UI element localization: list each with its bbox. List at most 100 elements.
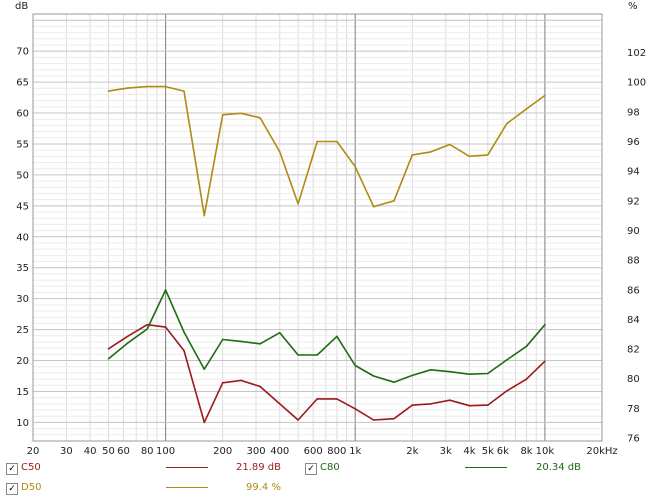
x-tick-label: 100: [156, 446, 175, 455]
chart-plot: dB % 20 30 40 50 60 80 100 200 300 400 600 800 1k 2k 3…: [15, 1, 646, 455]
y-tick-label: 20: [16, 356, 29, 367]
y-tick-label: 25: [16, 325, 29, 336]
y-tick-label: 30: [16, 294, 29, 305]
d50-data-point: [525, 108, 528, 110]
x-tick-label: 2k: [406, 446, 418, 455]
d50-checkbox[interactable]: ✓: [6, 483, 18, 495]
c80-data-point: [278, 331, 281, 334]
c50-data-point: [164, 326, 167, 328]
c80-data-point: [203, 368, 206, 371]
x-tick-label: 1k: [349, 446, 361, 455]
d50-data-point: [164, 85, 167, 88]
c80-legend-swatch: [465, 467, 507, 468]
d50-data-point: [221, 114, 224, 116]
d50-data-point: [278, 151, 281, 153]
d50-data-point: [468, 155, 471, 158]
y-axis-label: dB: [15, 1, 28, 12]
c80-data-point: [448, 370, 451, 373]
c50-legend-swatch: [166, 467, 208, 468]
d50-data-point: [126, 87, 129, 89]
c80-data-point: [354, 364, 357, 367]
c50-data-point: [126, 335, 129, 338]
c50-data-point: [259, 385, 261, 388]
c80-data-point: [164, 289, 167, 291]
d50-series-line: [108, 85, 546, 217]
c50-data-point: [240, 379, 242, 382]
c80-data-point: [336, 335, 338, 338]
d50-data-point: [107, 90, 110, 92]
y2-axis-label: %: [628, 1, 638, 12]
y2-tick-label: 96: [627, 137, 640, 148]
legend-d50: ✓ D50 99.4 %: [6, 481, 296, 499]
x-tick-label: 40: [84, 446, 97, 455]
c50-checkbox[interactable]: ✓: [6, 463, 18, 475]
x-tick-label: 8k: [520, 446, 532, 455]
c50-data-point: [297, 419, 299, 421]
y-tick-label: 35: [16, 263, 29, 274]
c80-data-point: [316, 354, 318, 356]
c50-data-point: [354, 408, 357, 410]
c80-data-point: [544, 323, 546, 326]
c80-legend-label: C80: [320, 462, 340, 473]
c80-data-point: [429, 369, 432, 371]
x-tick-label: 600: [304, 446, 323, 455]
x-tick-label: 20kHz: [586, 446, 617, 455]
y-tick-label: 70: [16, 47, 29, 58]
d50-data-point: [183, 90, 185, 92]
c80-data-point: [240, 340, 242, 343]
c80-data-point: [221, 338, 224, 341]
c50-data-point: [411, 404, 414, 406]
c50-data-point: [393, 417, 395, 420]
x-tick-label: 200: [213, 446, 232, 455]
c50-data-point: [525, 378, 528, 380]
c50-data-point: [429, 403, 432, 405]
c50-data-point: [448, 399, 451, 401]
d50-legend-swatch: [166, 487, 208, 488]
c50-data-point: [278, 403, 281, 405]
c50-data-point: [372, 419, 375, 421]
y2-tick-label: 100: [627, 78, 646, 89]
x-tick-label: 6k: [497, 446, 509, 455]
y-tick-label: 50: [16, 170, 29, 181]
c80-checkbox[interactable]: ✓: [305, 463, 317, 475]
y-tick-label: 40: [16, 232, 29, 243]
d50-data-point: [316, 140, 318, 143]
x-tick-label: 20: [27, 446, 40, 455]
y2-tick-label: 80: [627, 374, 640, 385]
c80-data-point: [126, 342, 129, 345]
y2-tick-label: 78: [627, 404, 640, 415]
c80-data-point: [146, 328, 148, 330]
d50-legend-label: D50: [21, 482, 42, 493]
c80-data-point: [411, 374, 414, 377]
y-tick-label: 15: [16, 387, 29, 398]
c50-data-point: [203, 421, 206, 424]
c50-data-point: [316, 398, 318, 400]
y2-tick-label: 86: [627, 285, 640, 296]
y-tick-label: 65: [16, 78, 29, 89]
c80-data-point: [393, 381, 395, 384]
d50-data-point: [297, 202, 299, 205]
legend: ✓ C50 21.89 dB ✓ C80 20.34 dB ✓ D50 99.4…: [0, 455, 661, 500]
d50-legend-value: 99.4 %: [246, 482, 281, 493]
c50-data-point: [183, 349, 185, 352]
c80-legend-value: 20.34 dB: [536, 462, 582, 473]
y2-tick-label: 90: [627, 226, 640, 237]
y2-tick-label: 94: [627, 167, 640, 178]
y2-tick-label: 98: [627, 107, 640, 118]
y-tick-label: 55: [16, 139, 29, 150]
c80-data-point: [525, 345, 528, 348]
c50-data-point: [146, 323, 148, 326]
x-tick-label: 60: [117, 446, 130, 455]
y2-tick-label: 82: [627, 345, 640, 356]
x-tick-label: 50: [102, 446, 115, 455]
c50-series-line: [108, 323, 546, 424]
x-tick-label: 80: [141, 446, 154, 455]
legend-c80: ✓ C80 20.34 dB: [305, 461, 605, 479]
x-tick-label: 300: [247, 446, 266, 455]
c50-legend-label: C50: [21, 462, 41, 473]
c50-data-point: [544, 360, 546, 362]
c80-data-point: [372, 375, 375, 377]
d50-data-point: [506, 122, 508, 125]
c80-data-point: [183, 331, 185, 333]
y2-tick-label: 84: [627, 315, 640, 326]
